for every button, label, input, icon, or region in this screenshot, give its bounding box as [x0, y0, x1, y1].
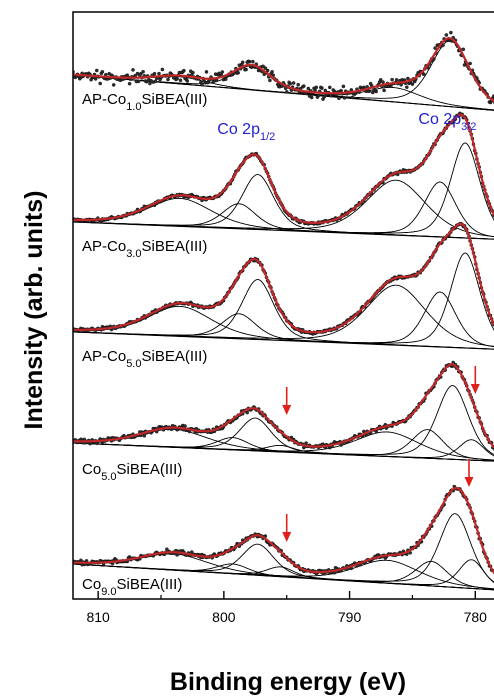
- series-label: AP-Co3.0SiBEA(III): [82, 238, 207, 260]
- arrow-marker: [470, 366, 480, 394]
- data-points: [73, 221, 494, 336]
- fit-envelope: [73, 222, 494, 334]
- component-peak: [73, 252, 494, 344]
- spectrum-3: [73, 221, 494, 350]
- x-tick-label: 800: [212, 609, 236, 625]
- series-label: Co9.0SiBEA(III): [82, 576, 182, 598]
- component-peak: [73, 439, 494, 458]
- series-label: AP-Co1.0SiBEA(III): [82, 91, 207, 113]
- arrow-marker: [282, 514, 292, 542]
- peak-label: Co 2p3/2: [418, 111, 476, 133]
- plot-frame: [72, 11, 494, 600]
- x-tick-label: 810: [86, 609, 110, 625]
- series-label: Co5.0SiBEA(III): [82, 461, 182, 483]
- data-point-markers: [73, 484, 494, 576]
- data-point-markers: [73, 111, 494, 226]
- data-points: [73, 484, 494, 576]
- data-point-markers: [73, 360, 494, 451]
- data-points: [73, 360, 494, 451]
- x-tick-label: 790: [338, 609, 362, 625]
- spectrum-2: [73, 111, 494, 240]
- data-point-markers: [73, 221, 494, 336]
- x-axis: 810 800 790 780: [86, 591, 487, 625]
- series-label: AP-Co5.0SiBEA(III): [82, 348, 207, 370]
- fit-envelope: [73, 113, 494, 224]
- fit-envelope: [73, 486, 494, 575]
- component-peak: [73, 142, 494, 234]
- fit-envelope: [73, 37, 494, 103]
- plot-area: [73, 30, 494, 591]
- arrow-marker: [464, 459, 474, 487]
- spectrum-4: [73, 360, 494, 462]
- component-peak: [73, 417, 494, 462]
- arrow-marker: [282, 387, 292, 415]
- data-points: [73, 111, 494, 226]
- x-axis-label: Binding energy (eV): [170, 668, 406, 696]
- spectrum-5: [73, 484, 494, 591]
- fit-envelope: [73, 363, 494, 449]
- annotations: AP-Co1.0SiBEA(III) AP-Co3.0SiBEA(III) AP-C…: [82, 91, 480, 598]
- y-axis-label: Intensity (arb. units): [20, 191, 48, 430]
- spectrum-1: [73, 30, 494, 111]
- peak-label: Co 2p1/2: [217, 121, 275, 143]
- x-tick-label: 780: [464, 609, 488, 625]
